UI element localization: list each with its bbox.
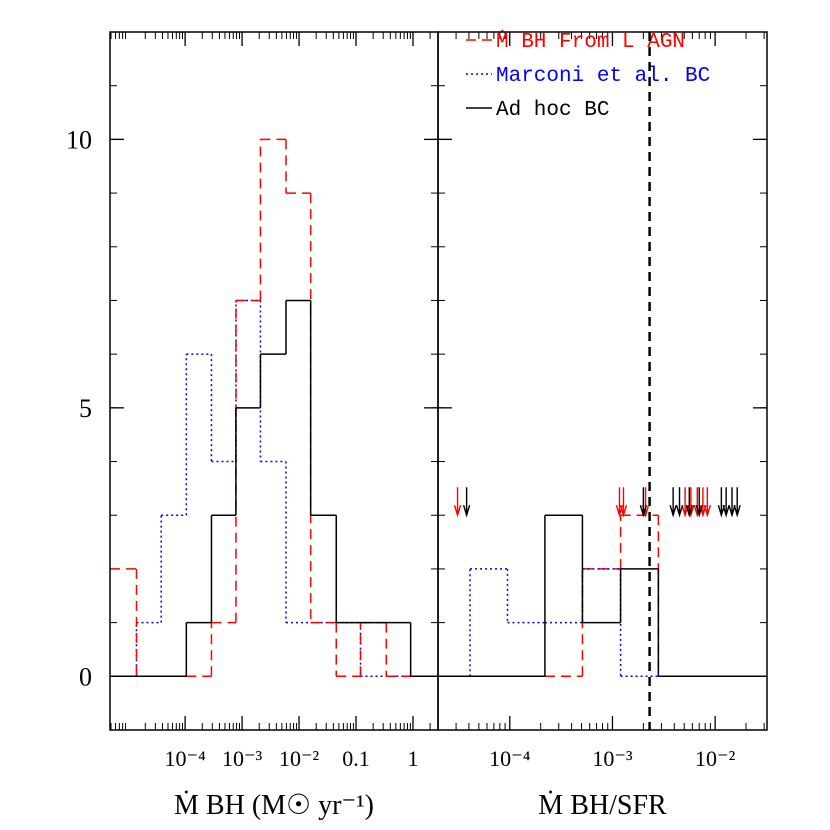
upper-limit-arrow: [722, 487, 730, 518]
x-tick-label: 10⁻³: [222, 746, 263, 771]
upper-limit-arrow: [733, 487, 741, 518]
x-tick-label: 1: [407, 746, 418, 771]
x-tick-label: 10⁻³: [592, 746, 633, 771]
upper-limit-arrow: [619, 487, 628, 518]
x-axis-label: Ṁ BH/SFR: [538, 790, 667, 821]
upper-limit-arrow: [669, 487, 677, 518]
upper-limit-arrow: [695, 487, 703, 518]
x-tick-label: 10⁻⁴: [164, 746, 206, 771]
y-tick-label: 5: [79, 394, 92, 423]
upper-limit-arrow: [675, 487, 684, 518]
upper-limit-arrow: [728, 487, 736, 518]
x-tick-label: 10⁻⁴: [489, 746, 531, 771]
upper-limit-arrow: [717, 487, 726, 518]
x-tick-label: 10⁻²: [695, 746, 736, 771]
legend-label: Ad hoc BC: [496, 99, 609, 122]
legend-label: Ṁ BH From L AGN: [496, 31, 685, 54]
y-tick-label: 10: [66, 125, 92, 154]
x-tick-label: 0.1: [342, 746, 370, 771]
y-tick-label: 0: [79, 662, 92, 691]
upper-limit-arrow: [462, 487, 471, 518]
upper-limit-arrow: [685, 487, 693, 518]
upper-limit-arrow: [703, 487, 712, 518]
upper-limit-arrow: [681, 487, 689, 518]
x-tick-label: 10⁻²: [279, 746, 320, 771]
legend-label: Marconi et al. BC: [496, 65, 710, 88]
x-axis-label: Ṁ BH (M☉ yr⁻¹): [174, 790, 374, 821]
upper-limit-arrow: [639, 487, 648, 518]
upper-limit-arrow: [453, 487, 462, 518]
plot-frame: [437, 31, 768, 731]
plot-frame: [109, 31, 439, 731]
